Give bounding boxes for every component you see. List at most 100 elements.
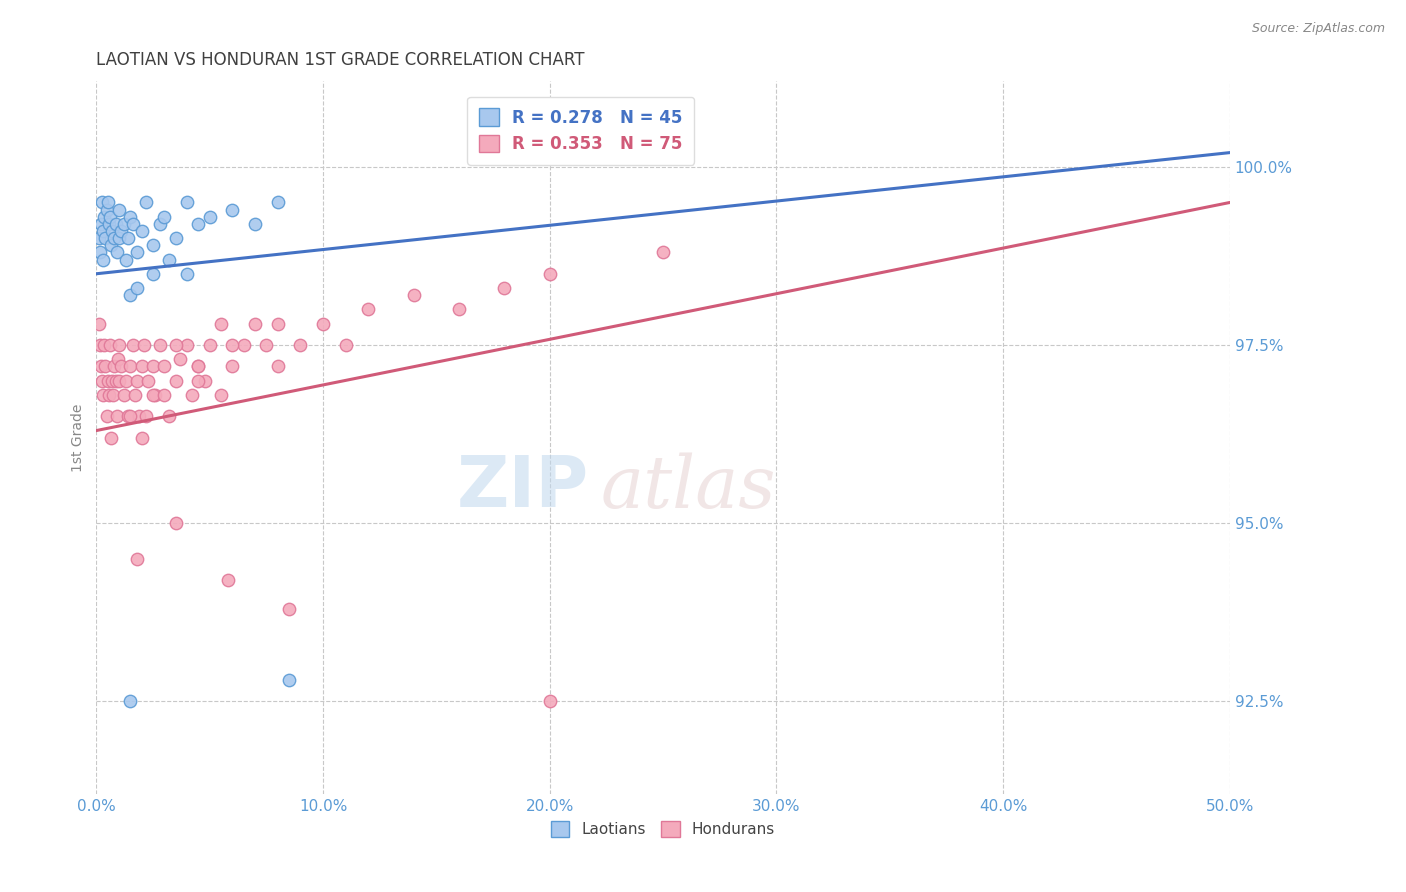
Point <box>165 338 187 352</box>
Point <box>91 252 114 267</box>
Point <box>117 231 139 245</box>
Point <box>97 388 120 402</box>
Point <box>131 224 153 238</box>
Point <box>169 352 191 367</box>
Point <box>652 245 675 260</box>
Point <box>217 573 239 587</box>
Point <box>312 317 335 331</box>
Point <box>100 238 122 252</box>
Point <box>114 374 136 388</box>
Point <box>127 245 149 260</box>
Point <box>103 231 125 245</box>
Point <box>101 374 124 388</box>
Point <box>131 359 153 374</box>
Point <box>142 388 165 402</box>
Point <box>120 288 142 302</box>
Point <box>101 224 124 238</box>
Point <box>120 210 142 224</box>
Point <box>221 338 243 352</box>
Point <box>142 359 165 374</box>
Point <box>97 195 120 210</box>
Point <box>447 302 470 317</box>
Point <box>187 217 209 231</box>
Point <box>157 252 180 267</box>
Point <box>105 409 128 424</box>
Point <box>232 338 254 352</box>
Point <box>93 338 115 352</box>
Point <box>91 195 114 210</box>
Point <box>108 374 131 388</box>
Point <box>98 210 121 224</box>
Point <box>165 516 187 531</box>
Point <box>335 338 357 352</box>
Point <box>290 338 312 352</box>
Point <box>91 388 114 402</box>
Point <box>120 409 142 424</box>
Point <box>87 317 110 331</box>
Point <box>105 245 128 260</box>
Point <box>110 359 132 374</box>
Point <box>108 202 131 217</box>
Point <box>107 352 129 367</box>
Point <box>120 694 142 708</box>
Point <box>124 388 146 402</box>
Point <box>104 374 127 388</box>
Point <box>357 302 380 317</box>
Point <box>131 431 153 445</box>
Point <box>165 231 187 245</box>
Point <box>267 317 290 331</box>
Point <box>267 195 290 210</box>
Point <box>90 359 112 374</box>
Point <box>221 202 243 217</box>
Point <box>121 338 143 352</box>
Point <box>87 231 110 245</box>
Point <box>110 224 132 238</box>
Point <box>103 359 125 374</box>
Point <box>127 551 149 566</box>
Point <box>267 359 290 374</box>
Point <box>91 224 114 238</box>
Point <box>209 388 232 402</box>
Point <box>143 388 166 402</box>
Point <box>93 210 115 224</box>
Point <box>96 409 118 424</box>
Text: LAOTIAN VS HONDURAN 1ST GRADE CORRELATION CHART: LAOTIAN VS HONDURAN 1ST GRADE CORRELATIO… <box>97 51 585 69</box>
Point <box>198 338 221 352</box>
Point <box>100 431 122 445</box>
Point <box>149 338 172 352</box>
Point <box>120 359 142 374</box>
Point <box>90 217 112 231</box>
Point <box>91 374 114 388</box>
Point <box>180 388 202 402</box>
Point <box>153 359 176 374</box>
Point <box>187 374 209 388</box>
Point <box>127 374 149 388</box>
Point <box>103 388 125 402</box>
Point <box>117 409 139 424</box>
Point <box>153 388 176 402</box>
Point <box>127 281 149 295</box>
Point <box>254 338 277 352</box>
Point <box>89 245 111 260</box>
Point <box>108 338 131 352</box>
Point <box>194 374 217 388</box>
Point <box>128 409 150 424</box>
Point <box>97 374 120 388</box>
Point <box>176 195 198 210</box>
Point <box>97 217 120 231</box>
Point <box>165 374 187 388</box>
Point <box>135 195 157 210</box>
Point <box>114 252 136 267</box>
Y-axis label: 1st Grade: 1st Grade <box>72 403 86 472</box>
Point <box>96 202 118 217</box>
Point <box>176 338 198 352</box>
Point <box>121 217 143 231</box>
Point <box>402 288 425 302</box>
Point <box>176 267 198 281</box>
Point <box>132 338 155 352</box>
Point <box>142 238 165 252</box>
Point <box>187 359 209 374</box>
Point <box>142 267 165 281</box>
Point <box>538 694 561 708</box>
Point <box>278 601 301 615</box>
